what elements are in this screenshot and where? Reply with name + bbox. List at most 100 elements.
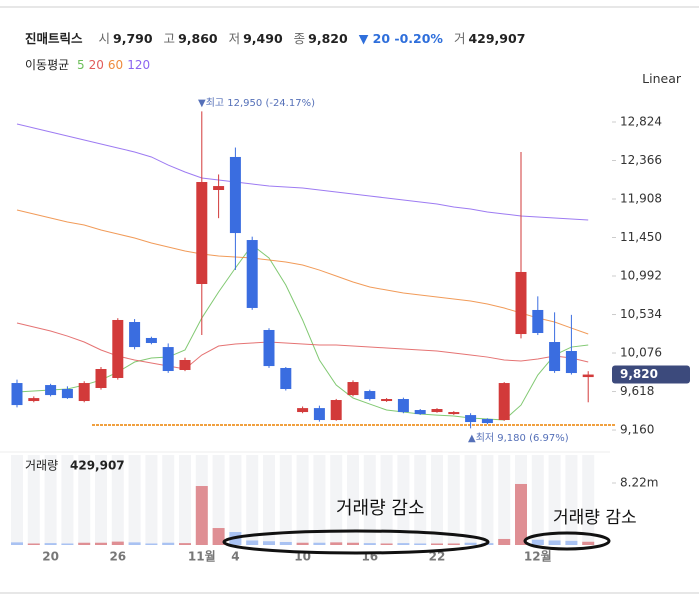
label: 저 bbox=[228, 31, 241, 46]
candle-body bbox=[381, 399, 393, 402]
volume-bar bbox=[548, 540, 561, 545]
y-tick-label: 11,908 bbox=[620, 191, 662, 205]
value: 9,790 bbox=[113, 31, 153, 46]
volume-bar bbox=[431, 543, 443, 545]
volume-bg bbox=[212, 455, 225, 545]
candle-body bbox=[498, 383, 510, 421]
volume-title: 거래량 bbox=[25, 459, 58, 473]
volume-bg bbox=[162, 455, 175, 545]
callout: 거래량 감소 bbox=[553, 508, 637, 528]
y-tick-label: 12,366 bbox=[620, 153, 662, 167]
candle-body bbox=[112, 319, 124, 378]
ma-line bbox=[16, 123, 589, 221]
y-tick-label: 10,992 bbox=[620, 269, 662, 283]
x-tick-label: 22 bbox=[429, 550, 446, 564]
candle-body bbox=[78, 383, 90, 402]
volume-bar bbox=[565, 540, 578, 545]
legend-entry: 60 bbox=[107, 58, 124, 72]
callout-ellipse bbox=[222, 529, 490, 555]
volume-bg bbox=[279, 455, 292, 545]
ma-legend: 이동평균 5 20 60 120 bbox=[25, 56, 154, 73]
high-annotation: ▼최고 12,950 (-24.17%) bbox=[198, 97, 315, 109]
candle-body bbox=[11, 383, 23, 406]
volume-bg bbox=[397, 455, 410, 545]
ma-title: 이동평균 bbox=[25, 58, 70, 72]
volume-bg bbox=[447, 455, 460, 545]
volume-bg bbox=[263, 455, 275, 545]
volume-bar bbox=[464, 542, 477, 545]
volume-bar bbox=[44, 543, 57, 545]
volume-bar bbox=[330, 542, 343, 545]
volume-total: 429,907 bbox=[70, 459, 125, 473]
y-tick-label: 10,076 bbox=[620, 346, 662, 360]
candle-body bbox=[95, 368, 107, 388]
candle-body bbox=[448, 412, 460, 415]
volume-bar bbox=[246, 540, 259, 545]
candle-body bbox=[45, 385, 57, 396]
volume-bg bbox=[347, 455, 359, 545]
volume-bar bbox=[363, 543, 376, 545]
candle-body bbox=[162, 347, 174, 372]
y-tick-label: 11,450 bbox=[620, 230, 662, 244]
change: ▼ 20 -0.20% bbox=[358, 31, 443, 46]
candle-body bbox=[313, 408, 325, 421]
candle-body bbox=[582, 374, 594, 378]
value: 9,860 bbox=[178, 31, 218, 46]
scale-button[interactable]: Linear bbox=[642, 71, 681, 86]
candle-body bbox=[179, 360, 191, 371]
volume-bar bbox=[179, 543, 191, 545]
candle-body bbox=[549, 342, 561, 372]
volume-bg bbox=[145, 455, 158, 545]
volume-bar bbox=[111, 541, 124, 545]
header: 진매트릭스 시 9,790 고 9,860 저 9,490 종 9,820 ▼ 20 -… bbox=[25, 28, 528, 47]
volume-bar bbox=[195, 486, 208, 545]
volume-bar bbox=[212, 528, 225, 545]
candle-body bbox=[246, 240, 258, 308]
volume-bg bbox=[548, 455, 561, 545]
candle-body bbox=[28, 398, 40, 402]
volume-bg bbox=[44, 455, 57, 545]
volume-bar bbox=[263, 541, 275, 545]
candle-body bbox=[280, 367, 292, 390]
volume-bar bbox=[498, 538, 511, 545]
volume-bg bbox=[229, 455, 242, 545]
volume-bg bbox=[179, 455, 191, 545]
volume-bg bbox=[431, 455, 443, 545]
volume-bg bbox=[363, 455, 376, 545]
volume-bar bbox=[397, 543, 410, 545]
volume-bar bbox=[279, 541, 292, 545]
volume-bar bbox=[380, 543, 393, 545]
volume-bar bbox=[447, 543, 460, 545]
volume-bar bbox=[95, 542, 107, 545]
volume-bg bbox=[78, 455, 91, 545]
candle-body bbox=[145, 337, 157, 344]
volume-bar bbox=[162, 542, 175, 545]
volume-bg bbox=[95, 455, 107, 545]
volume-bg bbox=[246, 455, 259, 545]
label: 거 bbox=[453, 31, 466, 46]
volume-bg bbox=[565, 455, 578, 545]
candle-body bbox=[532, 309, 544, 334]
volume-bar bbox=[296, 542, 309, 545]
volume-bar bbox=[531, 539, 544, 545]
volume-bar bbox=[582, 541, 595, 545]
volume-bg bbox=[11, 455, 23, 545]
candle-body bbox=[263, 329, 275, 367]
y-tick-label: 12,824 bbox=[620, 114, 662, 128]
legend-entry: 20 bbox=[88, 58, 104, 72]
volume-bar bbox=[61, 543, 74, 545]
volume-bg bbox=[414, 455, 427, 545]
value: 9,820 bbox=[308, 31, 348, 46]
volume-bg bbox=[61, 455, 74, 545]
volume-bar bbox=[515, 483, 527, 545]
ma-line bbox=[16, 209, 589, 335]
candle-body bbox=[229, 156, 241, 234]
x-tick-label: 26 bbox=[109, 550, 126, 564]
stock-name: 진매트릭스 bbox=[25, 31, 83, 46]
label: 시 bbox=[98, 31, 111, 46]
candle-body bbox=[347, 382, 359, 396]
ma-line bbox=[16, 244, 589, 421]
volume-bg bbox=[582, 455, 595, 545]
candle-body bbox=[330, 400, 342, 421]
